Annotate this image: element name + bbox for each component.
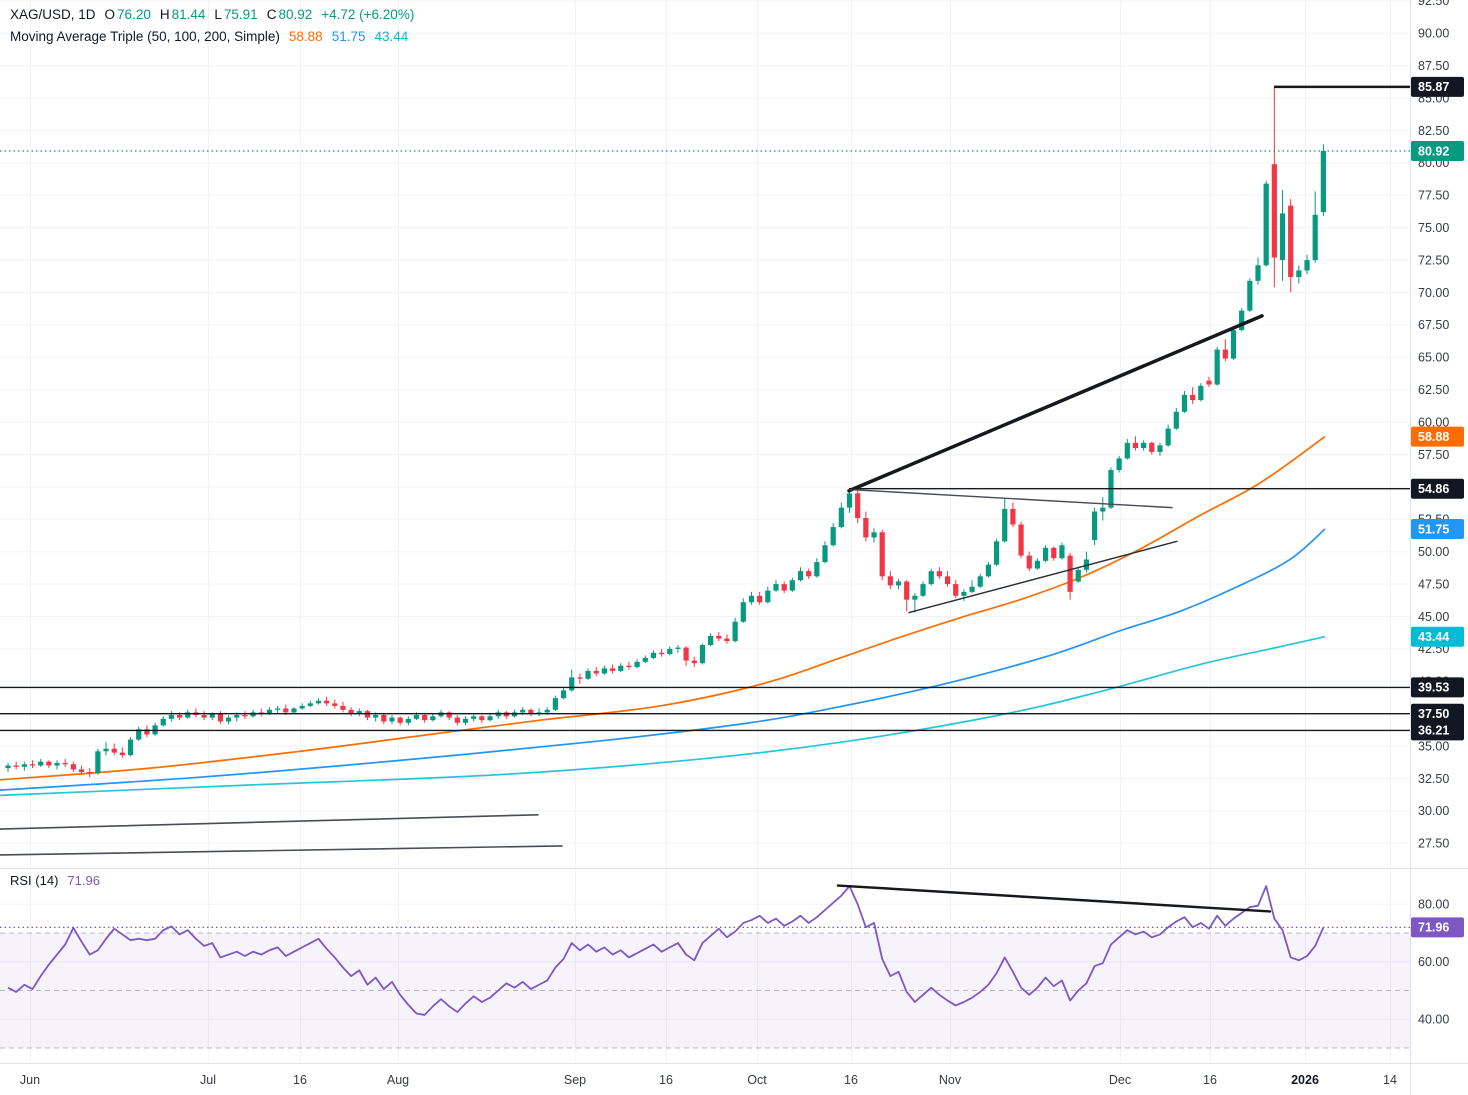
axis-badge-36.21: 36.21 — [1411, 720, 1464, 741]
price-tick-67.50: 67.50 — [1418, 318, 1449, 332]
price-tick-62.50: 62.50 — [1418, 383, 1449, 397]
time-label-16: 16 — [659, 1073, 673, 1087]
time-label-16: 16 — [844, 1073, 858, 1087]
axis-badge-43.44: 43.44 — [1411, 626, 1464, 647]
svg-text:80.92: 80.92 — [1418, 144, 1449, 158]
axis-badge-37.50: 37.50 — [1411, 703, 1464, 724]
rsi-line — [7, 885, 1325, 1016]
symbol-title[interactable]: XAG/USD, 1D — [10, 7, 96, 22]
price-tick-35.00: 35.00 — [1418, 739, 1449, 753]
svg-text:36.21: 36.21 — [1418, 724, 1449, 738]
sma-100-line — [0, 528, 1326, 792]
ma200-value: 43.44 — [374, 29, 409, 44]
time-label-Sep: Sep — [564, 1073, 586, 1087]
time-label-Oct: Oct — [747, 1073, 767, 1087]
time-label-Aug: Aug — [387, 1073, 409, 1087]
price-tick-45.00: 45.00 — [1418, 610, 1449, 624]
high-label: H — [159, 7, 170, 22]
rsi-legend-title[interactable]: RSI (14) — [10, 873, 59, 888]
time-label-16: 16 — [293, 1073, 307, 1087]
price-tick-72.50: 72.50 — [1418, 253, 1449, 267]
time-label-2026: 2026 — [1291, 1073, 1319, 1087]
price-tick-77.50: 77.50 — [1418, 189, 1449, 203]
price-tick-82.50: 82.50 — [1418, 124, 1449, 138]
price-tick-90.00: 90.00 — [1418, 27, 1449, 41]
price-axis-background — [1410, 0, 1468, 1095]
price-tick-30.00: 30.00 — [1418, 804, 1449, 818]
lower-trendline-1 — [0, 813, 539, 830]
svg-text:37.50: 37.50 — [1418, 707, 1449, 721]
lower-trendline-2 — [0, 845, 563, 856]
time-label-Nov: Nov — [939, 1073, 962, 1087]
svg-text:54.86: 54.86 — [1418, 482, 1449, 496]
price-tick-50.00: 50.00 — [1418, 545, 1449, 559]
svg-text:85.87: 85.87 — [1418, 80, 1449, 94]
time-label-14: 14 — [1383, 1073, 1397, 1087]
ma100-value: 51.75 — [331, 29, 366, 44]
axis-badge-71.96: 71.96 — [1411, 917, 1464, 938]
price-tick-27.50: 27.50 — [1418, 837, 1449, 851]
axis-badge-80.92: 80.92 — [1411, 140, 1464, 161]
axis-badge-85.87: 85.87 — [1411, 76, 1464, 97]
price-tick-87.50: 87.50 — [1418, 59, 1449, 73]
time-label-Jul: Jul — [200, 1073, 216, 1087]
minor-descending-line — [848, 488, 1173, 509]
ma50-value: 58.88 — [288, 29, 323, 44]
minor-ascending-support — [908, 540, 1178, 614]
high-value: 81.44 — [171, 7, 206, 22]
svg-text:51.75: 51.75 — [1418, 522, 1449, 536]
candles-layer — [5, 86, 1326, 778]
rsi-tick-80.00: 80.00 — [1418, 898, 1449, 912]
ma-indicator-legend[interactable]: Moving Average Triple (50, 100, 200, Sim… — [10, 29, 408, 44]
sma-200-line — [0, 635, 1326, 797]
svg-text:71.96: 71.96 — [1418, 921, 1449, 935]
main-ascending-trendline — [847, 314, 1264, 493]
price-tick-47.50: 47.50 — [1418, 577, 1449, 591]
change-value: +4.72 (+6.20%) — [321, 7, 415, 22]
symbol-legend[interactable]: XAG/USD, 1D O 76.20 H 81.44 L 75.91 C 80.92 +4.72… — [10, 7, 414, 22]
rsi-indicator-legend[interactable]: RSI (14) 71.96 — [10, 873, 100, 888]
price-tick-32.50: 32.50 — [1418, 772, 1449, 786]
price-tick-65.00: 65.00 — [1418, 351, 1449, 365]
axis-badge-54.86: 54.86 — [1411, 478, 1464, 499]
svg-text:39.53: 39.53 — [1418, 681, 1449, 695]
time-label-16: 16 — [1203, 1073, 1217, 1087]
sma-50-line — [0, 435, 1326, 781]
open-value: 76.20 — [117, 7, 151, 22]
open-label: O — [104, 7, 116, 22]
rsi-tick-60.00: 60.00 — [1418, 955, 1449, 969]
time-label-Dec: Dec — [1109, 1073, 1131, 1087]
axis-badge-58.88: 58.88 — [1411, 426, 1464, 447]
svg-text:58.88: 58.88 — [1418, 430, 1449, 444]
rsi-descending-trendline — [836, 884, 1272, 913]
svg-text:43.44: 43.44 — [1418, 630, 1449, 644]
price-tick-92.50: 92.50 — [1418, 0, 1449, 8]
time-axis-background — [0, 1063, 1468, 1095]
low-value: 75.91 — [223, 7, 258, 22]
rsi-tick-40.00: 40.00 — [1418, 1013, 1449, 1027]
close-value: 80.92 — [278, 7, 313, 22]
low-label: L — [214, 7, 222, 22]
price-tick-70.00: 70.00 — [1418, 286, 1449, 300]
close-label: C — [266, 7, 277, 22]
ma-legend-title[interactable]: Moving Average Triple (50, 100, 200, Sim… — [10, 29, 280, 44]
price-tick-75.00: 75.00 — [1418, 221, 1449, 235]
axis-badge-39.53: 39.53 — [1411, 677, 1464, 698]
rsi-value: 71.96 — [67, 873, 100, 888]
price-tick-57.50: 57.50 — [1418, 448, 1449, 462]
axis-badge-51.75: 51.75 — [1411, 519, 1464, 540]
time-axis[interactable]: Jun Jul 16 Aug Sep 16 Oct 16 Nov Dec 16 2026 14 — [20, 1073, 1397, 1087]
price-tick-60.00: 60.00 — [1418, 415, 1449, 429]
time-label-Jun: Jun — [20, 1073, 40, 1087]
grid-layer — [0, 0, 1410, 1063]
